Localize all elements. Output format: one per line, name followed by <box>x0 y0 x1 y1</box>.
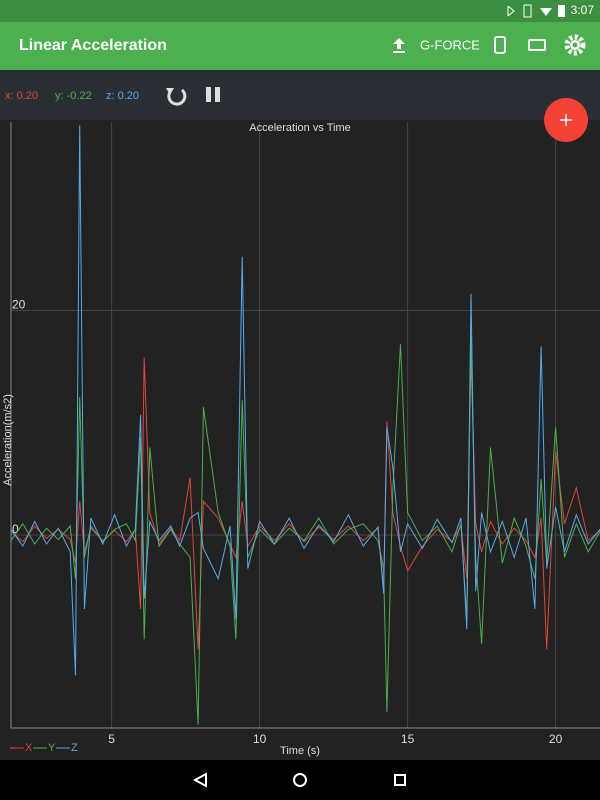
settings-button[interactable] <box>564 34 586 56</box>
orientation-button[interactable] <box>494 36 506 54</box>
data-line <box>11 125 600 676</box>
x-tick-label: 20 <box>549 732 563 746</box>
z-readout: z: 0.20 <box>106 90 139 102</box>
g-force-button[interactable]: G-FORCE <box>420 37 480 52</box>
screen-button[interactable] <box>528 39 546 51</box>
x-readout: x: 0.20 <box>5 90 38 102</box>
wifi-icon <box>540 8 552 16</box>
y-tick-label: 20 <box>12 298 26 312</box>
readout-bar <box>0 70 600 120</box>
y-readout: y: -0.22 <box>55 90 92 102</box>
x-tick-label: 5 <box>108 732 115 746</box>
back-button[interactable] <box>192 772 207 788</box>
pause-button[interactable] <box>206 87 211 102</box>
clock: 3:07 <box>571 3 595 17</box>
reset-button[interactable] <box>167 88 187 106</box>
legend-label: X <box>25 742 33 754</box>
vibrate-icon <box>523 4 532 18</box>
y-axis-label: Acceleration(m/s2) <box>2 394 14 486</box>
x-tick-label: 10 <box>253 732 267 746</box>
chart-area <box>0 120 600 760</box>
status-bar <box>0 0 600 22</box>
chart-title: Acceleration vs Time <box>249 122 350 134</box>
add-icon <box>560 114 572 126</box>
x-tick-label: 15 <box>401 732 415 746</box>
pause-bar <box>215 87 220 102</box>
x-axis-label: Time (s) <box>280 745 320 757</box>
legend-label: Z <box>71 742 78 754</box>
battery-icon <box>558 5 565 17</box>
reset-arrow <box>166 88 174 95</box>
nav-bar <box>0 760 600 800</box>
legend-label: Y <box>48 742 56 754</box>
home-button[interactable] <box>293 773 307 787</box>
settings-hole <box>572 42 578 48</box>
export-button[interactable] <box>393 38 405 53</box>
recents-button[interactable] <box>394 774 406 786</box>
y-tick-label: 0 <box>12 522 19 536</box>
app-bar <box>0 22 600 70</box>
bluetooth-icon <box>507 5 515 17</box>
app-title: Linear Acceleration <box>19 37 167 54</box>
